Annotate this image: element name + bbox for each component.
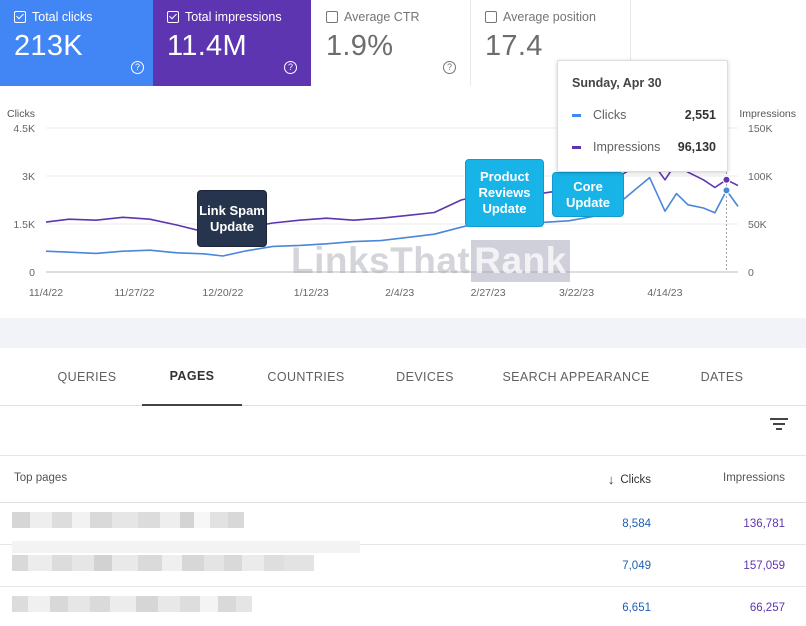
- row-clicks: 6,651: [622, 602, 651, 614]
- section-divider: [0, 318, 806, 348]
- tab-queries[interactable]: QUERIES: [57, 370, 117, 384]
- right-tick-label: 150K: [748, 123, 773, 135]
- total-clicks-label: Total clicks: [32, 10, 93, 24]
- average-ctr-card[interactable]: Average CTR 1.9% ?: [312, 0, 471, 86]
- x-tick-label: 12/20/22: [202, 287, 243, 299]
- checkbox-checked-icon[interactable]: [14, 11, 26, 23]
- left-tick-label: 0: [29, 267, 35, 279]
- watermark-text: LinksThat: [291, 240, 471, 281]
- checkbox-unchecked-icon[interactable]: [326, 11, 338, 23]
- clicks-column-header[interactable]: ↓ Clicks: [608, 472, 651, 487]
- right-tick-label: 100K: [748, 171, 773, 183]
- average-position-label-wrap: Average position: [485, 10, 596, 24]
- link-spam-update-note: Link Spam Update: [197, 190, 267, 247]
- average-ctr-label: Average CTR: [344, 10, 420, 24]
- average-ctr-value: 1.9%: [326, 30, 394, 62]
- chart-tooltip: Sunday, Apr 30 Clicks 2,551 Impressions …: [557, 60, 728, 172]
- total-clicks-label-wrap: Total clicks: [14, 10, 92, 24]
- sort-arrow-down-icon: ↓: [607, 472, 615, 487]
- tooltip-row-clicks: Clicks 2,551: [572, 108, 716, 122]
- row-impressions: 136,781: [743, 518, 785, 530]
- clicks-hover-point: [722, 186, 731, 195]
- right-tick-label: 50K: [748, 219, 767, 231]
- tab-search-appearance[interactable]: SEARCH APPEARANCE: [502, 370, 650, 384]
- filter-line: [776, 428, 782, 430]
- x-tick-label: 4/14/23: [647, 287, 682, 299]
- tooltip-clicks-value: 2,551: [684, 108, 716, 122]
- tooltip-row-impressions: Impressions 96,130: [572, 140, 716, 154]
- redacted-url: [12, 596, 252, 612]
- average-position-value: 17.4: [485, 30, 543, 62]
- core-update-note: Core Update: [552, 172, 624, 217]
- total-impressions-value: 11.4M: [167, 30, 247, 62]
- tab-dates[interactable]: DATES: [700, 370, 744, 384]
- x-tick-label: 1/12/23: [294, 287, 329, 299]
- table-row[interactable]: 8,584 136,781: [0, 503, 806, 545]
- watermark-highlight: Rank: [471, 240, 570, 282]
- filter-line: [773, 423, 785, 425]
- total-impressions-label-wrap: Total impressions: [167, 10, 282, 24]
- right-tick-label: 0: [748, 267, 754, 279]
- table-row[interactable]: 7,049 157,059: [0, 541, 806, 587]
- impressions-column-header[interactable]: Impressions: [723, 472, 785, 484]
- metric-cards: Total clicks 213K ? Total impressions 11…: [0, 0, 806, 86]
- row-clicks: 7,049: [622, 560, 651, 572]
- table-row[interactable]: 6,651 66,257: [0, 587, 806, 626]
- right-axis-label: Impressions: [739, 108, 796, 120]
- tab-devices[interactable]: DEVICES: [396, 370, 454, 384]
- product-reviews-update-note: Product Reviews Update: [465, 159, 544, 227]
- clicks-series-line: [45, 176, 739, 257]
- total-clicks-value: 213K: [14, 30, 83, 62]
- top-pages-header: Top pages: [14, 472, 68, 484]
- checkbox-checked-icon[interactable]: [167, 11, 179, 23]
- x-tick-label: 2/4/23: [385, 287, 414, 299]
- row-clicks: 8,584: [622, 518, 651, 530]
- x-tick-label: 3/22/23: [559, 287, 594, 299]
- average-position-label: Average position: [503, 10, 596, 24]
- help-icon[interactable]: ?: [443, 61, 456, 74]
- clicks-swatch: [572, 113, 581, 117]
- tab-pages[interactable]: PAGES: [142, 348, 242, 406]
- total-clicks-card[interactable]: Total clicks 213K ?: [0, 0, 158, 86]
- total-impressions-label: Total impressions: [185, 10, 282, 24]
- left-tick-label: 3K: [22, 171, 35, 183]
- watermark: LinksThat Rank: [291, 236, 570, 286]
- dimension-tabs: QUERIES PAGES COUNTRIES DEVICES SEARCH A…: [0, 348, 806, 406]
- row-impressions: 66,257: [749, 602, 785, 614]
- impressions-swatch: [572, 145, 581, 149]
- row-impressions: 157,059: [743, 560, 785, 572]
- impressions-hover-point: [722, 175, 731, 184]
- tab-countries[interactable]: COUNTRIES: [267, 370, 345, 384]
- x-tick-label: 11/4/22: [29, 287, 63, 299]
- average-ctr-label-wrap: Average CTR: [326, 10, 420, 24]
- average-position-card[interactable]: Average position 17.4: [471, 0, 631, 86]
- left-tick-label: 4.5K: [13, 123, 35, 135]
- tooltip-clicks-label: Clicks: [593, 108, 627, 122]
- table-header: Top pages ↓ Clicks Impressions: [0, 455, 806, 503]
- redacted-url: [12, 512, 244, 528]
- tooltip-impressions-label: Impressions: [593, 140, 661, 154]
- clicks-column-label: Clicks: [620, 473, 651, 486]
- tooltip-date: Sunday, Apr 30: [572, 76, 662, 90]
- total-impressions-card[interactable]: Total impressions 11.4M ?: [153, 0, 311, 86]
- help-icon[interactable]: ?: [131, 61, 144, 74]
- redacted-url: [12, 541, 360, 571]
- left-axis-label: Clicks: [7, 108, 35, 120]
- tooltip-impressions-value: 96,130: [677, 140, 716, 154]
- x-tick-label: 2/27/23: [471, 287, 506, 299]
- filter-line: [770, 418, 788, 420]
- help-icon[interactable]: ?: [284, 61, 297, 74]
- x-tick-label: 11/27/22: [114, 287, 154, 299]
- checkbox-unchecked-icon[interactable]: [485, 11, 497, 23]
- left-tick-label: 1.5K: [13, 219, 35, 231]
- filter-icon[interactable]: [770, 418, 788, 432]
